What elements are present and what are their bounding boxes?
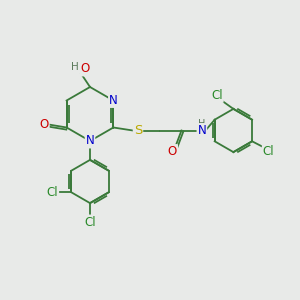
Text: O: O [80, 62, 89, 76]
Text: H: H [71, 62, 79, 73]
Text: H: H [199, 119, 206, 129]
Text: O: O [168, 145, 177, 158]
Text: Cl: Cl [263, 145, 274, 158]
Text: Cl: Cl [84, 215, 96, 229]
Text: Cl: Cl [46, 186, 58, 199]
Text: N: N [197, 124, 206, 137]
Text: O: O [40, 118, 49, 131]
Text: N: N [85, 134, 94, 148]
Text: Cl: Cl [211, 89, 223, 102]
Text: S: S [134, 124, 142, 137]
Text: N: N [109, 94, 118, 107]
